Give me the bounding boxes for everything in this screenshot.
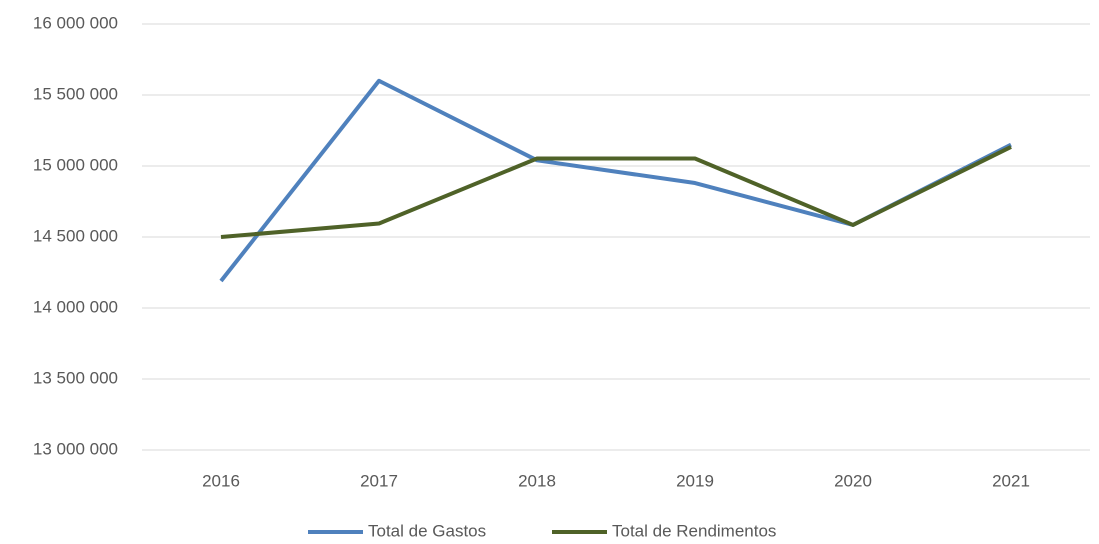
- legend-label: Total de Gastos: [368, 521, 486, 540]
- x-tick-label: 2017: [360, 471, 398, 490]
- x-tick-label: 2018: [518, 471, 556, 490]
- y-tick-label: 13 000 000: [33, 439, 118, 458]
- x-tick-label: 2020: [834, 471, 872, 490]
- y-tick-label: 14 000 000: [33, 297, 118, 316]
- y-tick-label: 15 000 000: [33, 155, 118, 174]
- y-tick-label: 15 500 000: [33, 84, 118, 103]
- x-tick-label: 2021: [992, 471, 1030, 490]
- y-tick-label: 16 000 000: [33, 13, 118, 32]
- series-line: [219, 78, 1012, 283]
- x-tick-label: 2016: [202, 471, 240, 490]
- x-tick-label: 2019: [676, 471, 714, 490]
- y-tick-label: 14 500 000: [33, 226, 118, 245]
- series-line: [220, 145, 1012, 239]
- legend-label: Total de Rendimentos: [612, 521, 776, 540]
- y-tick-label: 13 500 000: [33, 368, 118, 387]
